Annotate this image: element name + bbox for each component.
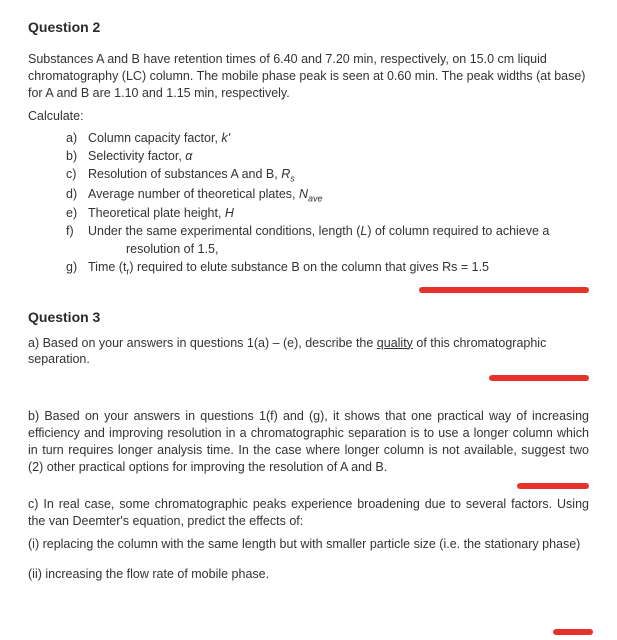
text: ) of column required to achieve a (367, 224, 549, 238)
q2-item-a: a) Column capacity factor, k' (66, 130, 589, 147)
list-letter: a) (66, 130, 88, 147)
list-text: Theoretical plate height, H (88, 205, 589, 222)
list-letter: g) (66, 259, 88, 278)
list-text: Time (tr) required to elute substance B … (88, 259, 589, 278)
symbol-r-sub: s (290, 174, 295, 184)
q2-item-c: c) Resolution of substances A and B, Rs (66, 166, 589, 185)
q3-part-c-i: (i) replacing the column with the same l… (28, 536, 589, 553)
q2-item-f: f) Under the same experimental condition… (66, 223, 589, 240)
question-3-heading: Question 3 (28, 308, 589, 327)
list-text: Column capacity factor, k' (88, 130, 589, 147)
symbol-alpha: α (185, 149, 192, 163)
symbol-k: k' (221, 131, 230, 145)
list-letter: d) (66, 186, 88, 205)
q2-item-f-cont: resolution of 1.5, (126, 241, 589, 258)
redacted-bottom (553, 626, 593, 636)
text: Theoretical plate height, (88, 206, 225, 220)
q2-item-d: d) Average number of theoretical plates,… (66, 186, 589, 205)
list-text: Under the same experimental conditions, … (88, 223, 589, 240)
list-text: Average number of theoretical plates, Na… (88, 186, 589, 205)
list-letter: e) (66, 205, 88, 222)
symbol-n: N (299, 187, 308, 201)
symbol-h: H (225, 206, 234, 220)
question-2-heading: Question 2 (28, 18, 589, 37)
text: ) required to elute substance B on the c… (129, 260, 489, 274)
text: Average number of theoretical plates, (88, 187, 299, 201)
q3-part-a: a) Based on your answers in questions 1(… (28, 335, 589, 369)
text: Under the same experimental conditions, … (88, 224, 360, 238)
list-text: Selectivity factor, α (88, 148, 589, 165)
list-letter: f) (66, 223, 88, 240)
symbol-r: R (281, 167, 290, 181)
q2-calculate-label: Calculate: (28, 108, 589, 125)
redaction-row (28, 286, 589, 294)
text: Resolution of substances A and B, (88, 167, 281, 181)
quality-underline: quality (377, 336, 413, 350)
q2-intro: Substances A and B have retention times … (28, 51, 589, 102)
q2-sublist: a) Column capacity factor, k' b) Selecti… (66, 130, 589, 277)
q3-part-c: c) In real case, some chromatographic pe… (28, 496, 589, 530)
text: a) Based on your answers in questions 1(… (28, 336, 377, 350)
text: Selectivity factor, (88, 149, 185, 163)
redacted-marks (517, 482, 589, 490)
q2-item-e: e) Theoretical plate height, H (66, 205, 589, 222)
list-text: Resolution of substances A and B, Rs (88, 166, 589, 185)
q3-part-c-ii: (ii) increasing the flow rate of mobile … (28, 566, 589, 583)
redacted-marks (419, 286, 589, 294)
q2-item-g: g) Time (tr) required to elute substance… (66, 259, 589, 278)
symbol-n-sub: ave (308, 193, 323, 203)
list-letter: c) (66, 166, 88, 185)
text: Column capacity factor, (88, 131, 221, 145)
redaction-row (28, 482, 589, 490)
text: Time (t (88, 260, 126, 274)
q2-item-b: b) Selectivity factor, α (66, 148, 589, 165)
redacted-marks (489, 374, 589, 382)
list-letter: b) (66, 148, 88, 165)
redaction-row (28, 374, 589, 382)
q3-part-b: b) Based on your answers in questions 1(… (28, 408, 589, 476)
